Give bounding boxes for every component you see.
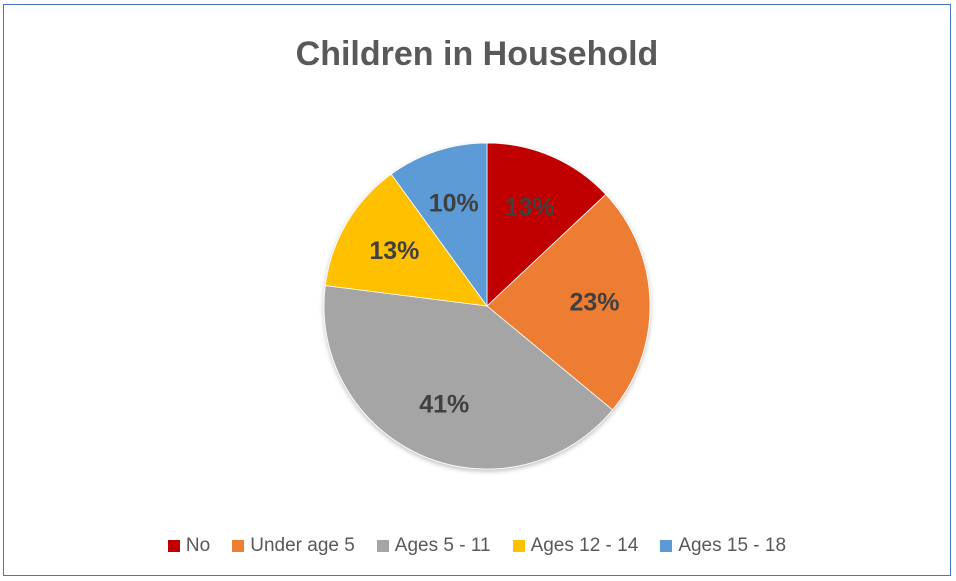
data-label-ages-5-11: 41% bbox=[419, 391, 469, 419]
legend-item-ages-5-11: Ages 5 - 11 bbox=[376, 535, 491, 557]
legend-item-ages-15-18: Ages 15 - 18 bbox=[660, 535, 786, 557]
pie-slice-under-age-5 bbox=[486, 193, 651, 411]
legend-label-under-age-5: Under age 5 bbox=[250, 535, 355, 556]
legend-swatch-ages-15-18 bbox=[660, 540, 673, 552]
pie-slice-ages-5-11 bbox=[323, 285, 614, 470]
data-label-under-age-5: 23% bbox=[570, 289, 620, 317]
pie-slice-no bbox=[486, 142, 607, 307]
legend-label-ages-12-14: Ages 12 - 14 bbox=[530, 535, 639, 556]
legend-item-ages-12-14: Ages 12 - 14 bbox=[512, 535, 639, 557]
pie-slice-ages-12-14 bbox=[324, 173, 488, 307]
chart-title: Children in Household bbox=[295, 35, 659, 73]
legend-label-no: No bbox=[185, 535, 211, 556]
legend-swatch-no bbox=[167, 540, 180, 552]
legend-label-ages-5-11: Ages 5 - 11 bbox=[394, 535, 491, 556]
chart-frame: Children in Household 13% 23% 41% 13% 10% No… bbox=[3, 4, 951, 576]
data-label-ages-15-18: 10% bbox=[429, 190, 479, 218]
legend-item-under-age-5: Under age 5 bbox=[232, 535, 355, 557]
legend-label-ages-15-18: Ages 15 - 18 bbox=[678, 535, 787, 556]
data-label-ages-12-14: 13% bbox=[369, 237, 419, 265]
pie-chart: 13% 23% 41% 13% 10% bbox=[323, 142, 651, 470]
legend-swatch-ages-12-14 bbox=[512, 540, 525, 552]
data-label-no: 13% bbox=[505, 193, 555, 221]
pie-slice-ages-15-18 bbox=[390, 142, 488, 308]
legend: No Under age 5 Ages 5 - 11 Ages 12 - 14 Ages… bbox=[4, 535, 950, 557]
legend-swatch-under-age-5 bbox=[232, 540, 245, 552]
legend-item-no: No bbox=[167, 535, 211, 557]
legend-swatch-ages-5-11 bbox=[376, 540, 389, 552]
